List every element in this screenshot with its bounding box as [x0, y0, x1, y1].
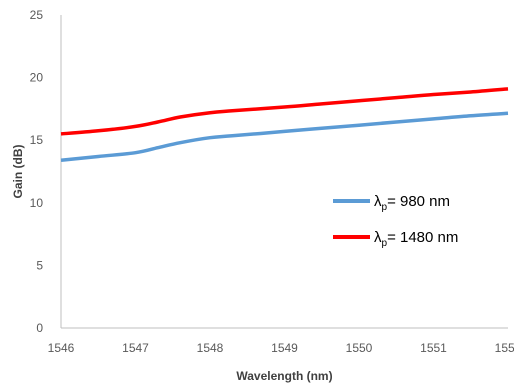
x-tick-labels: 1546 1547 1548 1549 1550 1551 1552 — [48, 341, 514, 355]
series-line-980nm — [60, 111, 509, 162]
legend-item-980nm: λp= 980 nm — [333, 193, 450, 213]
y-tick-label: 20 — [30, 71, 44, 85]
legend-label-1480nm: λp= 1480 nm — [374, 229, 458, 249]
legend-item-1480nm: λp= 1480 nm — [333, 229, 458, 249]
legend-suffix: = 980 nm — [387, 193, 450, 210]
legend-label-980nm: λp= 980 nm — [374, 193, 450, 213]
legend-subscript: p — [382, 202, 388, 213]
legend-lambda-symbol: λ — [374, 193, 382, 210]
legend-suffix: = 1480 nm — [387, 229, 458, 246]
y-tick-label: 10 — [30, 196, 44, 210]
x-tick-label: 1546 — [48, 341, 75, 355]
x-tick-label: 1551 — [420, 341, 447, 355]
x-tick-label: 1549 — [271, 341, 298, 355]
series-lines — [60, 87, 509, 162]
y-tick-label: 15 — [30, 133, 44, 147]
y-axis-title: Gain (dB) — [11, 145, 25, 199]
y-tick-label: 0 — [36, 321, 43, 335]
x-axis-title: Wavelength (nm) — [236, 369, 332, 383]
y-tick-label: 25 — [30, 8, 44, 22]
legend-lambda-symbol: λ — [374, 229, 382, 246]
axes — [60, 15, 508, 329]
y-tick-label: 5 — [36, 258, 43, 272]
y-tick-labels: 0 5 10 15 20 25 — [30, 8, 44, 335]
x-tick-label: 1550 — [346, 341, 373, 355]
series-line-1480nm — [60, 87, 509, 136]
x-tick-label: 1548 — [197, 341, 224, 355]
legend-subscript: p — [382, 238, 388, 249]
legend: λp= 980 nm λp= 1480 nm — [333, 193, 458, 249]
x-tick-label: 1552 — [495, 341, 514, 355]
x-tick-label: 1547 — [122, 341, 149, 355]
